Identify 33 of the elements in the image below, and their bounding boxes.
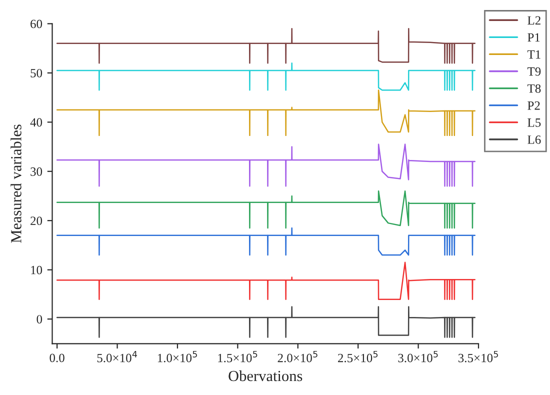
legend-label: P1 <box>528 33 540 42</box>
y-tick-label: 50 <box>30 68 42 78</box>
y-tick-label: 30 <box>30 167 42 176</box>
line-series <box>56 227 476 256</box>
y-tick-label: 10 <box>31 266 42 274</box>
x-tick-label: 2.5×10$^{5}$ <box>338 350 378 362</box>
line-series <box>56 90 476 136</box>
x-tick-label: 3.0×10$^{5}$ <box>398 350 438 362</box>
legend-label: T1 <box>527 50 540 59</box>
y-tick-label: 40 <box>30 118 42 127</box>
y-tick-label: 0 <box>36 315 42 324</box>
legend-label: L6 <box>528 135 541 144</box>
y-tick-label: 60 <box>30 20 42 28</box>
x-tick-label: 1.5×10$^{5}$ <box>218 350 258 362</box>
legend-label: L5 <box>528 118 541 127</box>
x-tick-label: 2.0×10$^{5}$ <box>278 350 318 362</box>
legend-label: T8 <box>527 84 541 93</box>
line-series <box>56 62 476 91</box>
x-tick-label: 3.5×10$^{5}$ <box>458 350 498 362</box>
y-axis-title: Measured variables <box>10 124 22 243</box>
legend-label: L2 <box>528 16 540 25</box>
line-series <box>56 28 476 64</box>
line-series <box>56 306 476 338</box>
x-tick-label: 0.0 <box>50 354 64 362</box>
y-tick-label: 20 <box>30 216 42 226</box>
line-series <box>56 144 476 187</box>
x-tick-label: 1.0×10$^{5}$ <box>158 350 197 362</box>
line-series <box>56 190 476 229</box>
x-axis-title: Obervations <box>228 370 302 382</box>
legend-label: P2 <box>528 101 540 110</box>
x-tick-label: 5.0×10$^{4}$ <box>97 350 138 362</box>
line-series <box>56 262 476 300</box>
legend-label: T9 <box>527 67 541 76</box>
